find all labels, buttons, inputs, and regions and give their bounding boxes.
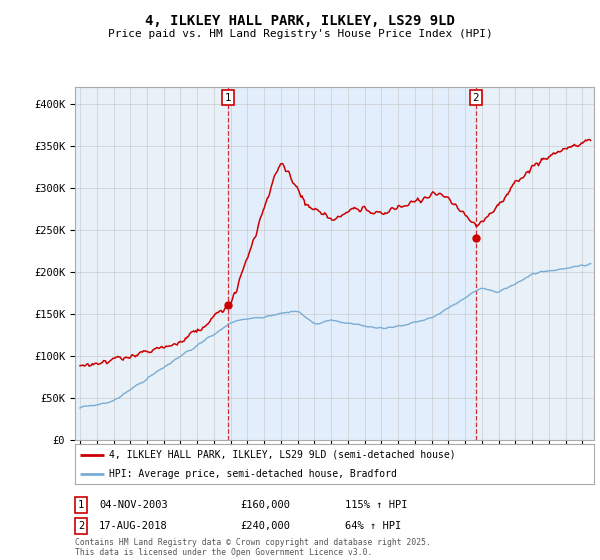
Text: £160,000: £160,000: [240, 500, 290, 510]
Text: Contains HM Land Registry data © Crown copyright and database right 2025.
This d: Contains HM Land Registry data © Crown c…: [75, 538, 431, 557]
Text: Price paid vs. HM Land Registry's House Price Index (HPI): Price paid vs. HM Land Registry's House …: [107, 29, 493, 39]
Text: 1: 1: [78, 500, 84, 510]
Text: 115% ↑ HPI: 115% ↑ HPI: [345, 500, 407, 510]
Text: 1: 1: [225, 93, 232, 102]
Text: 64% ↑ HPI: 64% ↑ HPI: [345, 521, 401, 531]
Text: HPI: Average price, semi-detached house, Bradford: HPI: Average price, semi-detached house,…: [109, 469, 397, 478]
Text: 17-AUG-2018: 17-AUG-2018: [99, 521, 168, 531]
Text: 2: 2: [472, 93, 479, 102]
Text: 2: 2: [78, 521, 84, 531]
Text: 4, ILKLEY HALL PARK, ILKLEY, LS29 9LD (semi-detached house): 4, ILKLEY HALL PARK, ILKLEY, LS29 9LD (s…: [109, 450, 455, 460]
Text: 04-NOV-2003: 04-NOV-2003: [99, 500, 168, 510]
Text: £240,000: £240,000: [240, 521, 290, 531]
Bar: [228, 87, 476, 440]
Text: 4, ILKLEY HALL PARK, ILKLEY, LS29 9LD: 4, ILKLEY HALL PARK, ILKLEY, LS29 9LD: [145, 14, 455, 28]
